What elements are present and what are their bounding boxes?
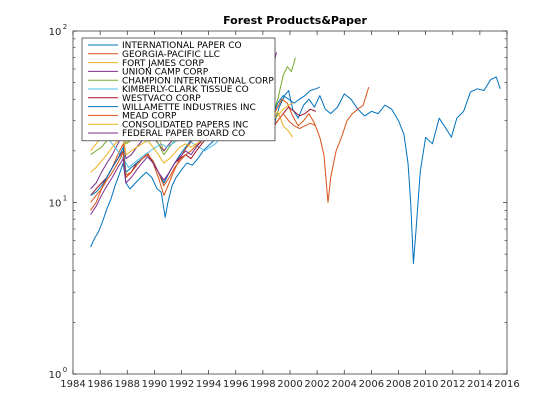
y-tick-exponent: 2 — [63, 23, 67, 31]
legend-entry: FEDERAL PAPER BOARD CO — [122, 129, 245, 139]
x-tick-label: 1998 — [250, 379, 275, 390]
y-tick-exponent: 0 — [63, 366, 67, 374]
x-tick-label: 2006 — [359, 379, 384, 390]
x-axis: 1984 1986 1988 1990 1992 1994 1996 1998 2000 2002… — [60, 31, 520, 390]
legend-entry: MEAD CORP — [122, 112, 177, 122]
y-tick-label: 10 — [49, 27, 62, 38]
x-tick-label: 1992 — [169, 379, 194, 390]
x-tick-label: 2002 — [304, 379, 329, 390]
x-tick-label: 2014 — [467, 379, 492, 390]
x-tick-label: 1990 — [142, 379, 167, 390]
x-tick-label: 1986 — [87, 379, 112, 390]
x-tick-label: 1984 — [60, 379, 85, 390]
legend-entry: CHAMPION INTERNATIONAL CORP — [122, 76, 274, 86]
chart-title: Forest Products&Paper — [223, 14, 367, 27]
y-tick-label: 10 — [49, 370, 62, 381]
legend-entry: WESTVACO CORP — [122, 94, 201, 104]
legend-entry: CONSOLIDATED PAPERS INC — [122, 120, 248, 130]
x-tick-label: 2010 — [413, 379, 438, 390]
x-tick-label: 2008 — [386, 379, 411, 390]
legend-entry: UNION CAMP CORP — [122, 68, 209, 78]
series-line-kimberly-clark-tissue-co — [90, 125, 233, 168]
x-tick-label: 2000 — [277, 379, 302, 390]
legend-entry: GEORGIA-PACIFIC LLC — [122, 50, 220, 60]
legend-entry: KIMBERLY-CLARK TISSUE CO — [122, 85, 249, 95]
x-tick-label: 2012 — [440, 379, 465, 390]
legend-entry: FORT JAMES CORP — [122, 59, 205, 69]
y-tick-exponent: 1 — [63, 195, 67, 203]
x-tick-label: 1994 — [196, 379, 221, 390]
legend-entry: INTERNATIONAL PAPER CO — [122, 41, 242, 51]
series-line-international-paper-co — [90, 76, 501, 265]
x-tick-label: 1988 — [115, 379, 140, 390]
legend-entry: WILLAMETTE INDUSTRIES INC — [122, 103, 256, 113]
x-tick-label: 2004 — [332, 379, 357, 390]
x-tick-label: 1996 — [223, 379, 248, 390]
y-tick-label: 10 — [49, 199, 62, 210]
x-tick-label: 2016 — [494, 379, 519, 390]
